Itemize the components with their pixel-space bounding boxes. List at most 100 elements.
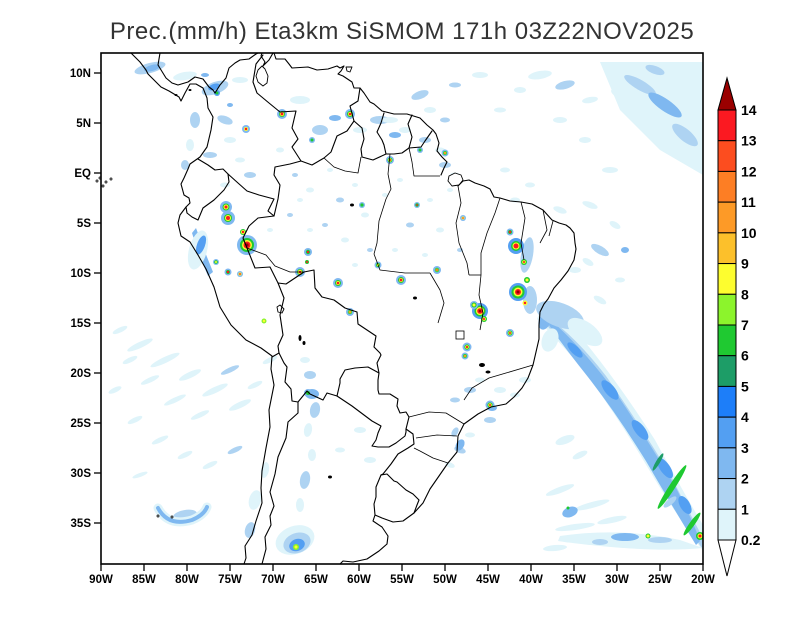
precip-patch — [510, 392, 520, 398]
precip-patch — [190, 410, 210, 420]
precip-patch — [122, 355, 138, 365]
lat-tick-label: 35S — [71, 518, 92, 530]
lon-tick-label: 75W — [218, 574, 242, 586]
precip-patch — [553, 117, 567, 123]
colorbar-label: 4 — [741, 409, 749, 425]
precip-patch — [397, 178, 403, 182]
country-border — [227, 173, 275, 217]
convective-cell — [462, 217, 464, 219]
convective-cell — [698, 534, 702, 538]
country-border — [380, 473, 420, 514]
lon-tick-label: 90W — [89, 574, 113, 586]
lat-tick-label: 10S — [71, 268, 92, 280]
precip-patch — [611, 88, 629, 102]
country-border — [277, 282, 285, 354]
lat-tick-label: EQ — [74, 168, 91, 180]
colorbar-cell — [717, 478, 737, 510]
colorbar-label: 5 — [741, 378, 749, 394]
convective-cell — [523, 261, 525, 263]
state-border — [520, 201, 526, 261]
colorbar-cell — [717, 201, 737, 234]
lon-tick-label: 40W — [519, 574, 543, 586]
colorbar-label: 14 — [741, 102, 757, 118]
precip-patch — [500, 167, 510, 173]
precip-patch — [354, 427, 366, 433]
colorbar-over-arrow — [717, 76, 737, 111]
convective-cell — [280, 112, 284, 116]
country-border — [185, 173, 230, 221]
precip-patch — [574, 499, 610, 511]
water-body-mark — [413, 296, 417, 300]
precip-patch — [127, 415, 143, 425]
precip-patch — [267, 228, 273, 232]
convective-cell — [360, 203, 364, 207]
precip-patch — [303, 423, 313, 437]
lon-tick-label: 50W — [433, 574, 457, 586]
water-body-mark — [328, 475, 332, 479]
precip-patch — [202, 460, 218, 470]
precip-patch — [657, 465, 687, 509]
precipitation-layer — [108, 61, 703, 555]
island-dot — [104, 180, 108, 184]
precip-patch — [424, 107, 436, 113]
lon-tick-label: 80W — [175, 574, 199, 586]
colorbar-cell — [717, 508, 737, 541]
precip-patch — [582, 258, 594, 266]
precip-patch — [164, 394, 186, 406]
precip-patch — [244, 172, 256, 178]
precip-patch — [609, 221, 621, 229]
convective-cell — [516, 290, 520, 294]
country-border — [297, 390, 338, 403]
country-border — [376, 112, 387, 155]
precip-patch — [367, 248, 373, 252]
convective-cell — [226, 270, 230, 274]
colorbar-cell — [717, 170, 737, 203]
colorbar-label: 6 — [741, 348, 749, 364]
colorbar-cell — [717, 293, 737, 326]
country-border — [242, 215, 279, 284]
precip-patch — [140, 375, 160, 385]
state-border — [415, 434, 458, 439]
precip-patch — [150, 352, 180, 368]
island-dot — [101, 184, 105, 188]
country-border — [408, 130, 433, 149]
lat-tick-label: 30S — [71, 468, 92, 480]
precip-patch — [144, 64, 160, 72]
precip-patch — [553, 206, 567, 214]
precip-patch — [229, 399, 251, 411]
convective-cell — [310, 138, 314, 142]
lon-tick-label: 25W — [648, 574, 672, 586]
precip-patch — [361, 212, 369, 218]
colorbar-cell — [717, 109, 737, 142]
country-border — [339, 179, 577, 565]
precip-patch — [447, 188, 453, 192]
country-border — [130, 52, 275, 565]
convective-cell — [509, 332, 511, 334]
precip-patch — [336, 197, 344, 203]
precip-patch — [353, 127, 367, 133]
island-dot — [156, 514, 160, 518]
lon-tick-label: 65W — [304, 574, 328, 586]
water-body-mark — [302, 341, 306, 345]
state-border — [408, 411, 465, 425]
lat-tick-label: 10N — [70, 68, 91, 80]
country-border — [197, 158, 229, 175]
precip-patch — [406, 222, 414, 228]
precip-patch — [335, 447, 345, 453]
precip-patch — [190, 112, 200, 128]
precip-patch — [127, 338, 153, 352]
convective-cell — [436, 269, 438, 271]
colorbar-cell — [717, 416, 737, 449]
country-border — [407, 114, 413, 149]
country-border — [377, 372, 410, 430]
country-border — [273, 160, 302, 217]
precip-patch — [411, 90, 429, 100]
lon-tick-label: 20W — [691, 574, 715, 586]
precip-band — [558, 532, 703, 550]
precip-patch — [555, 434, 575, 446]
precip-patch — [494, 107, 506, 113]
precip-patch — [186, 139, 194, 151]
convective-cell — [306, 250, 310, 254]
